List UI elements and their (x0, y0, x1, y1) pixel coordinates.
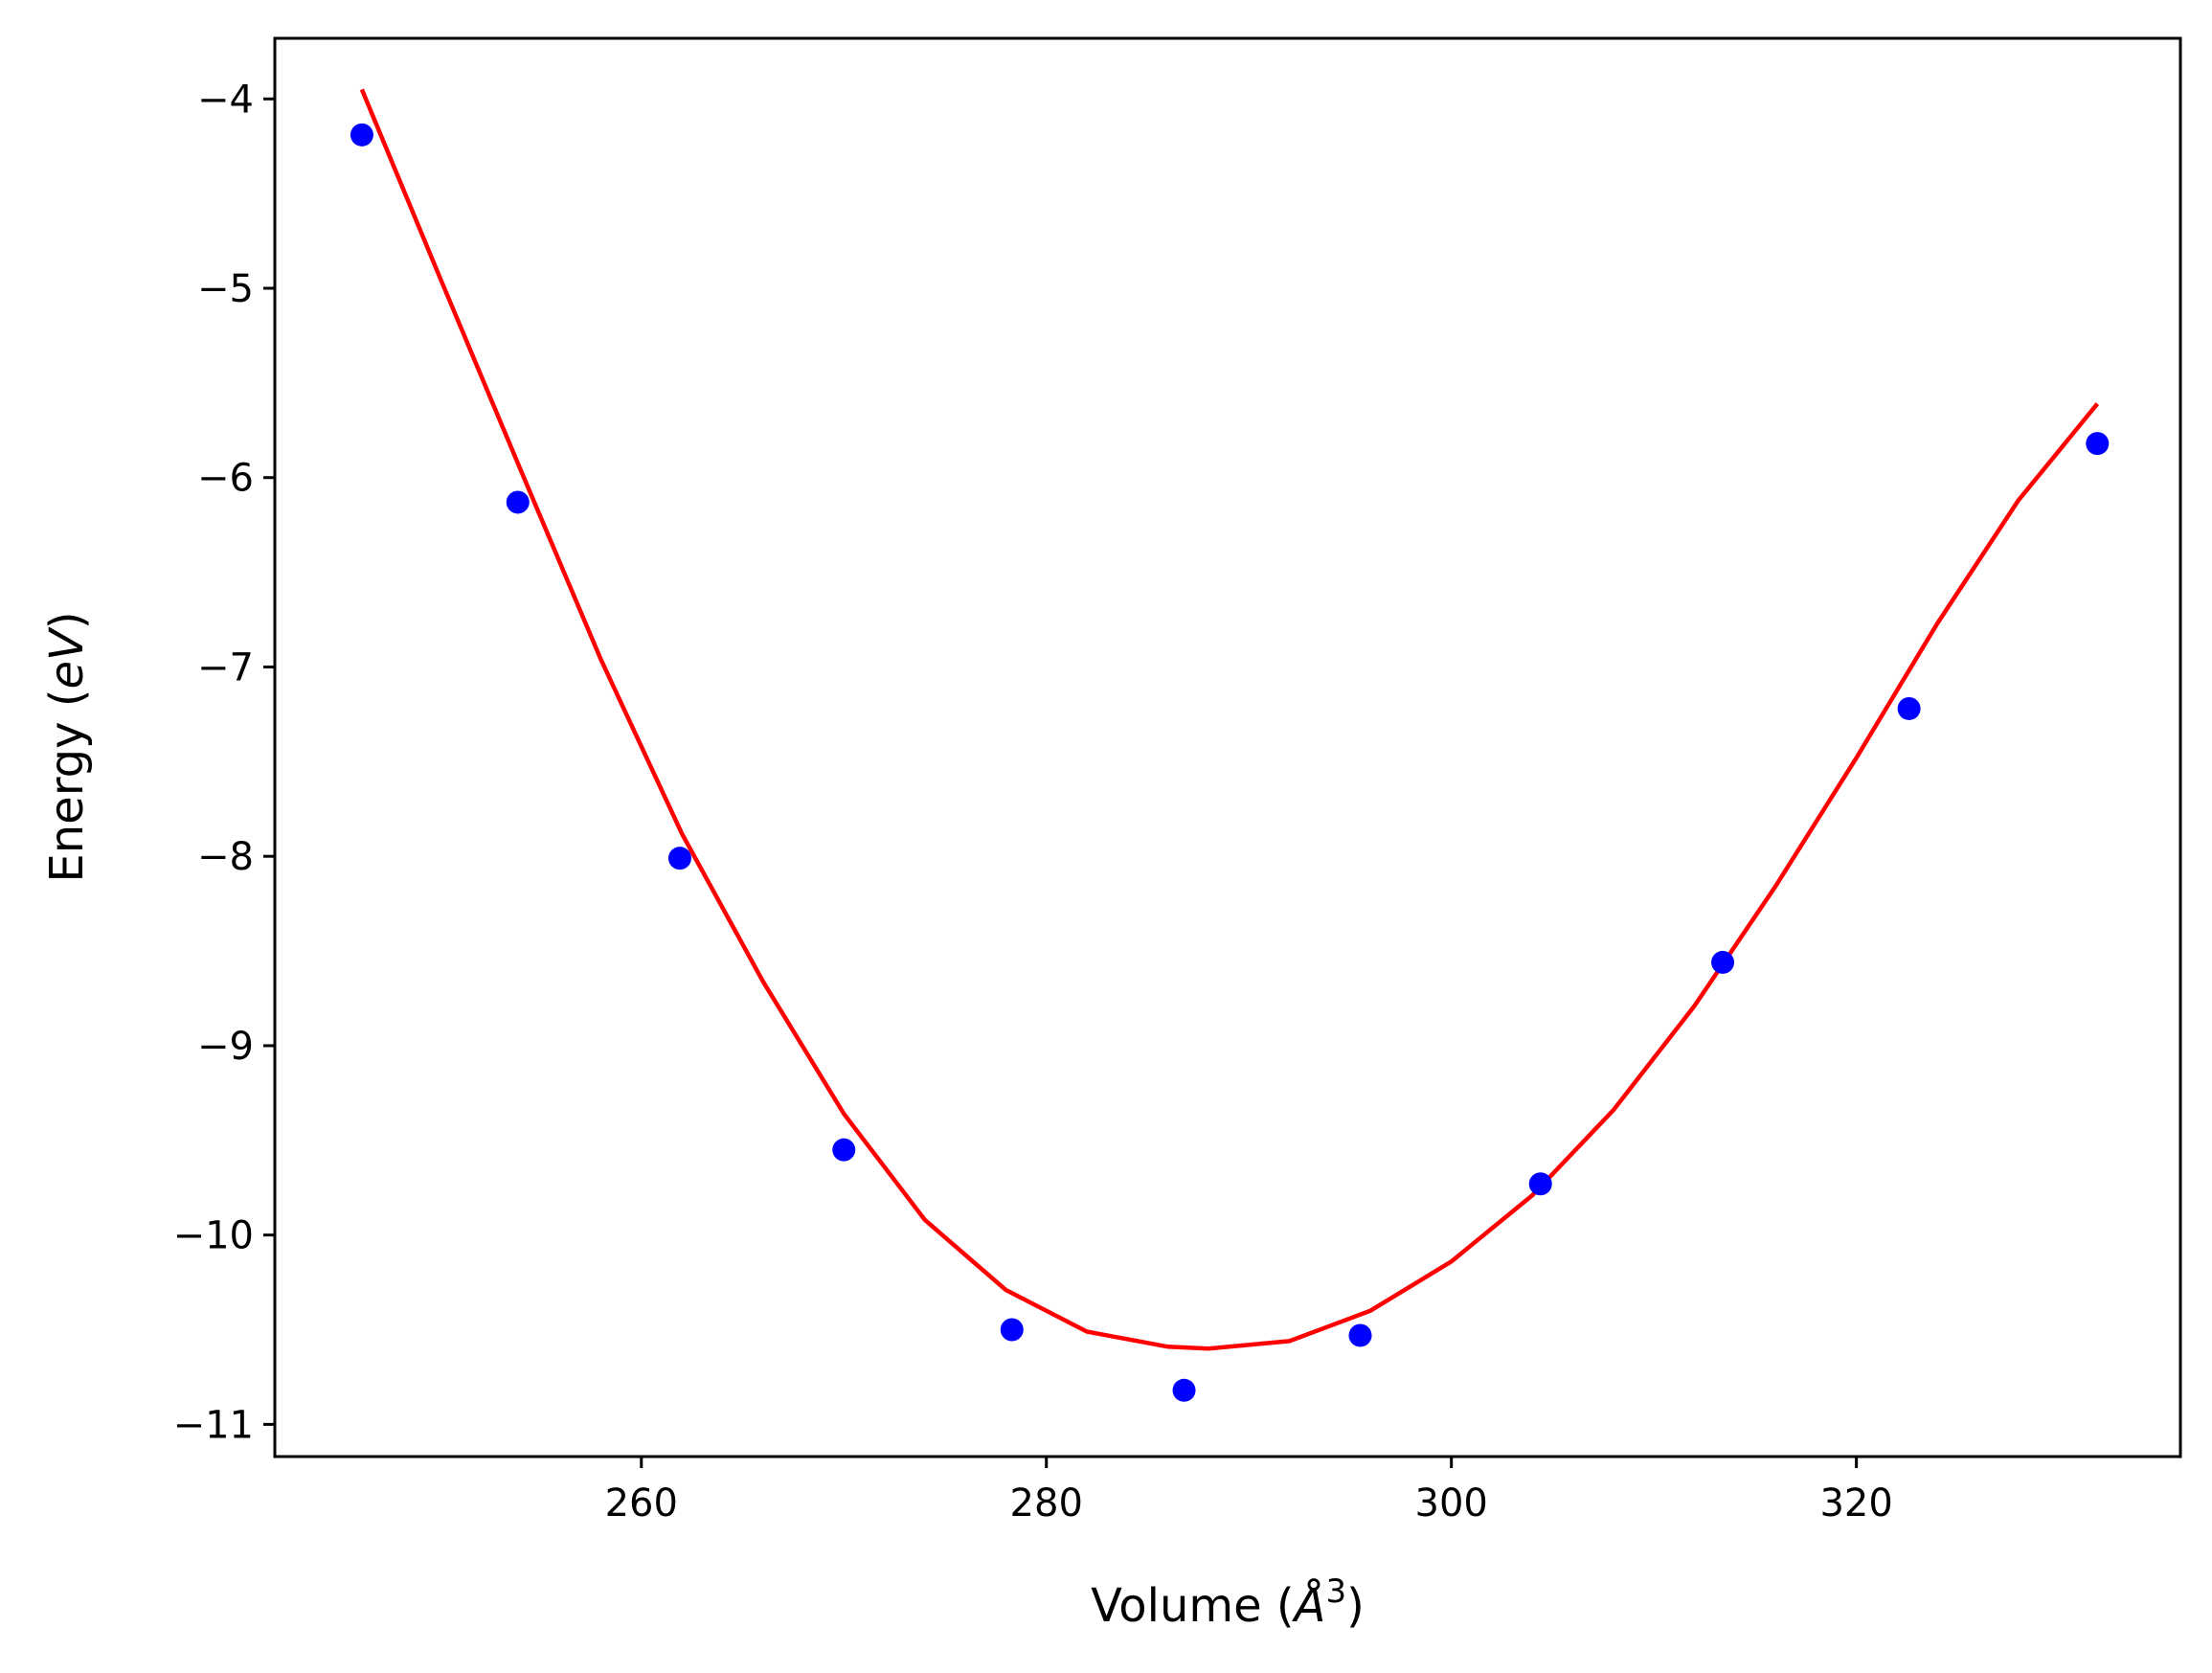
y-tick-label: −5 (197, 267, 254, 311)
data-point-8 (1528, 1172, 1552, 1196)
plot-background (275, 38, 2180, 1457)
y-axis-label: Energy (eV) (40, 611, 94, 882)
x-tick-label: 260 (605, 1481, 678, 1526)
x-axis-label: Volume (Å3) (1091, 1572, 1365, 1633)
y-tick-label: −4 (197, 78, 254, 122)
x-tick-label: 300 (1415, 1481, 1488, 1526)
data-point-10 (1897, 696, 1921, 720)
data-point-11 (2086, 432, 2110, 456)
data-point-3 (667, 847, 691, 870)
data-point-5 (1000, 1318, 1024, 1342)
data-point-6 (1172, 1378, 1196, 1402)
x-axis-unit: Å (1292, 1578, 1326, 1633)
y-tick-label: −7 (197, 645, 254, 690)
y-tick-label: −10 (173, 1214, 254, 1258)
y-ticks: −4 −5 −6 −7 −8 −9 −10 −11 (173, 78, 275, 1447)
plot-frame (273, 36, 2182, 1458)
x-axis-label-text: Volume (1091, 1579, 1262, 1633)
y-axis-label-text: Energy (40, 722, 94, 883)
data-point-1 (350, 123, 373, 147)
x-ticks: 260 280 300 320 (605, 1457, 1893, 1526)
y-tick-label: −8 (197, 835, 254, 879)
y-tick-label: −6 (197, 457, 254, 501)
y-axis-unit: eV (40, 626, 94, 690)
data-point-4 (832, 1138, 856, 1162)
y-tick-label: −9 (197, 1025, 254, 1069)
y-tick-label: −11 (173, 1403, 254, 1447)
x-tick-label: 280 (1010, 1481, 1083, 1526)
fit-curve-layer (359, 88, 2100, 1351)
data-point-2 (506, 490, 530, 514)
data-points-layer (350, 123, 2110, 1402)
data-point-7 (1348, 1323, 1372, 1347)
x-tick-label: 320 (1819, 1481, 1892, 1526)
data-point-9 (1711, 950, 1735, 974)
x-axis-unit-sup: 3 (1325, 1572, 1346, 1611)
fit-curve-line (359, 88, 2100, 1351)
